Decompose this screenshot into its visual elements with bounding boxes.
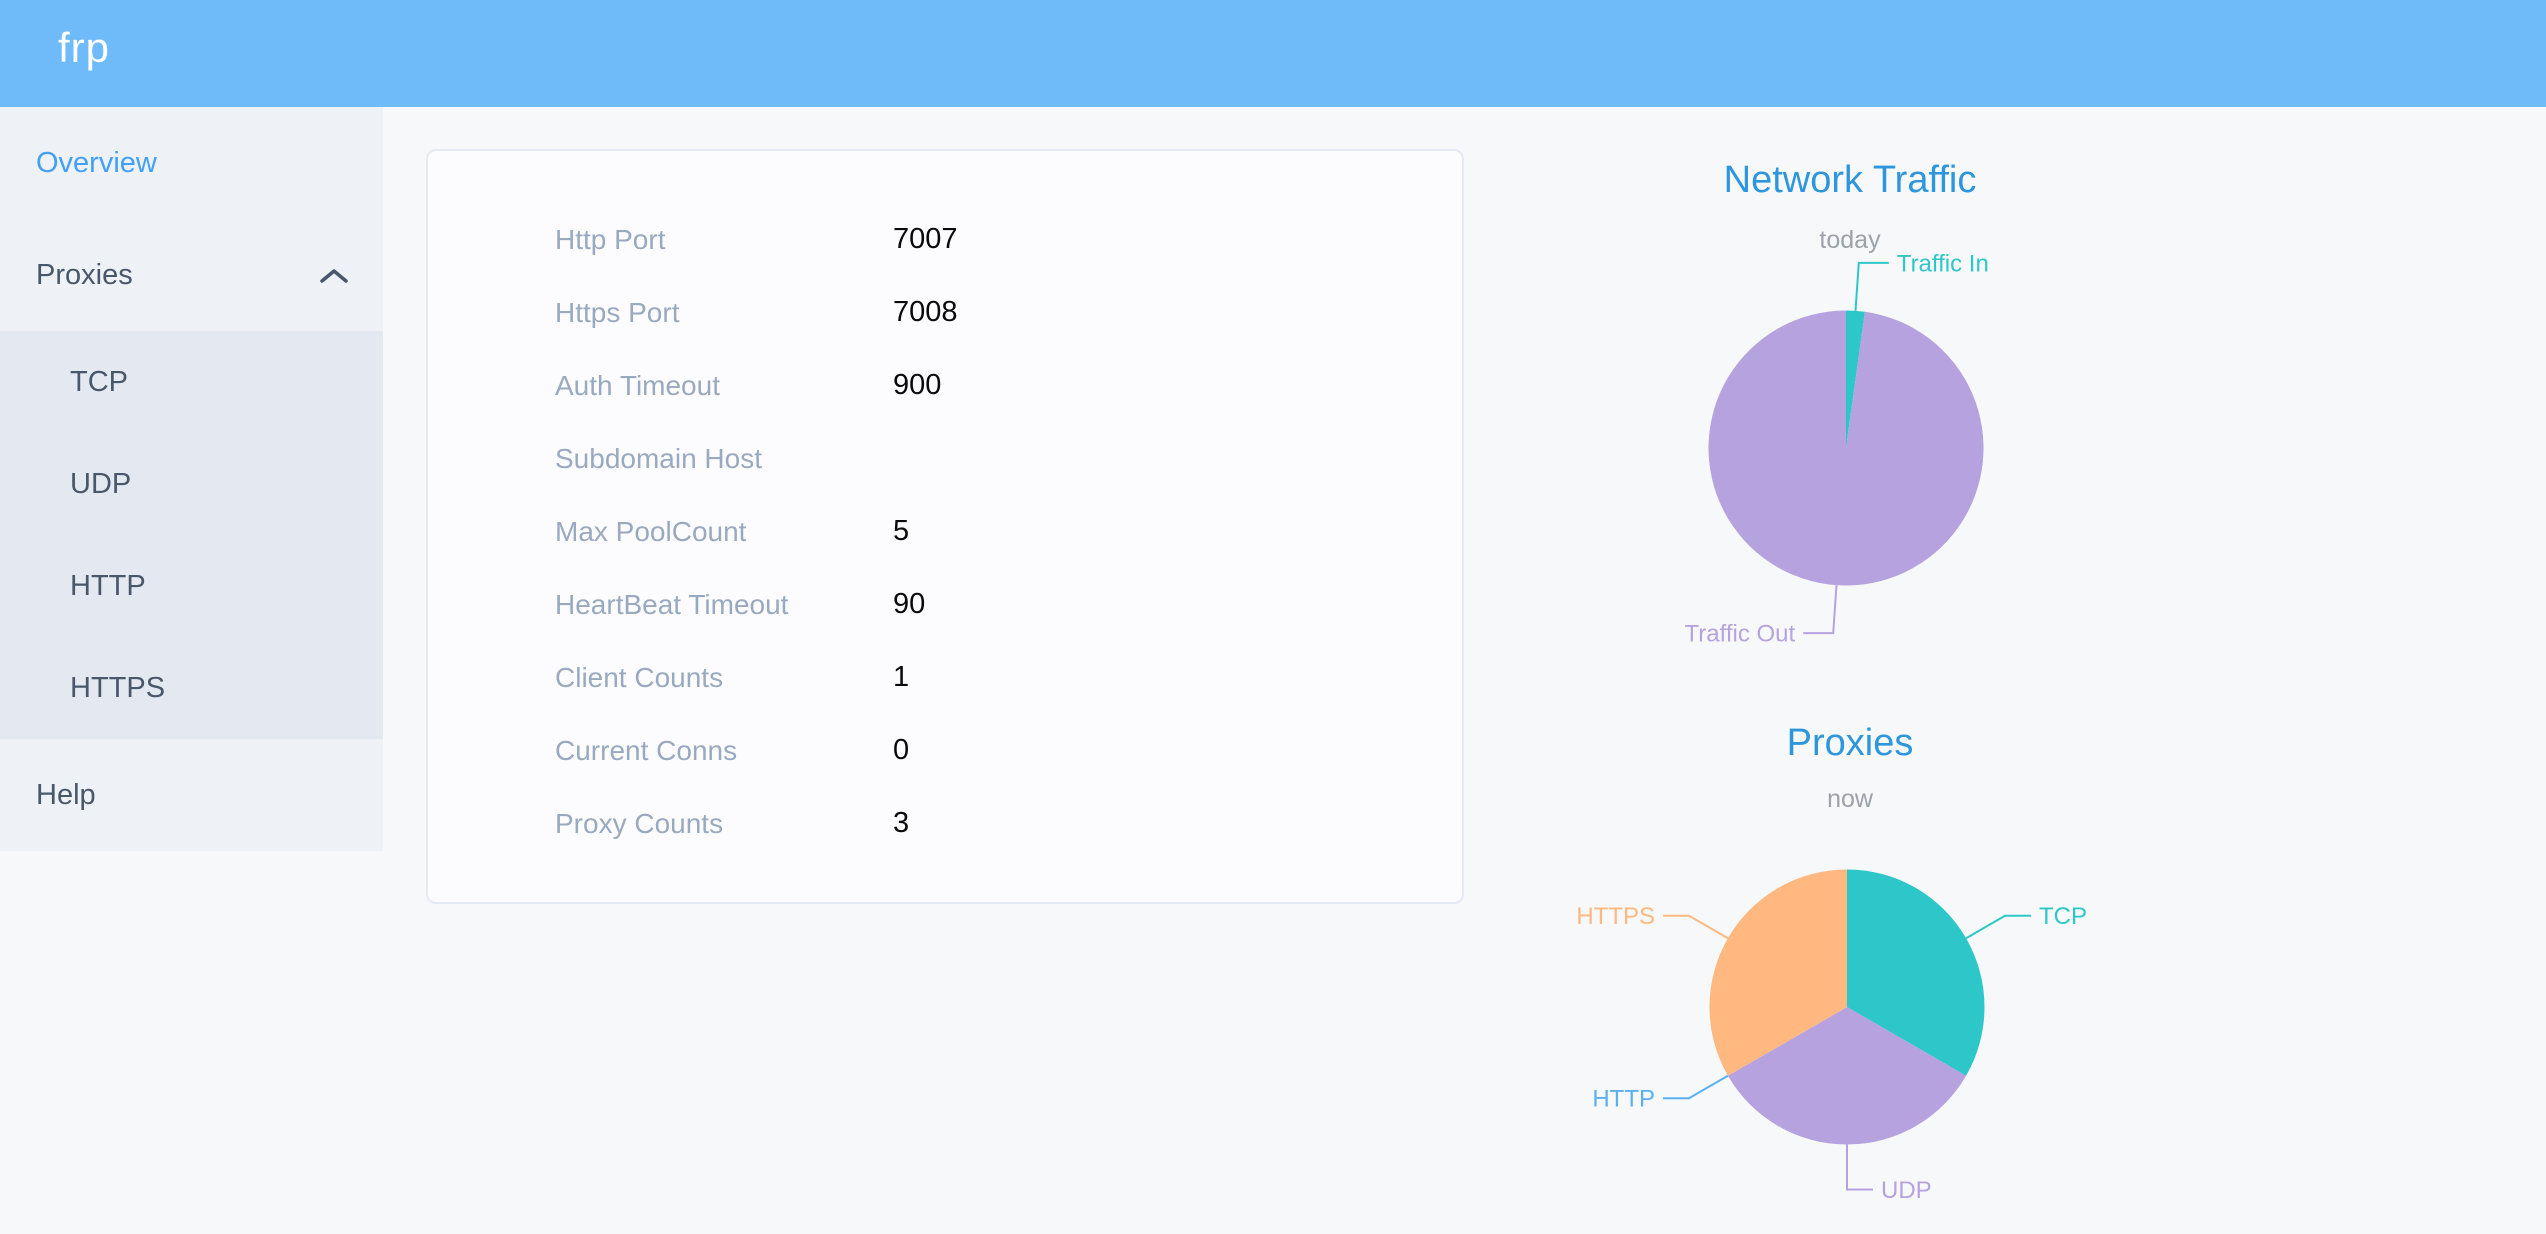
chart-subtitle: today: [1819, 226, 1881, 254]
chevron-up-icon: [320, 269, 348, 283]
pie-label-tcp: TCP: [2039, 903, 2087, 930]
info-label: Client Counts: [555, 662, 724, 693]
sidebar: Overview Proxies TCP UDP HTTP HTTPS Help: [0, 107, 383, 851]
sidebar-item-proxies-label: Proxies: [36, 259, 133, 291]
info-value: 900: [893, 369, 942, 401]
pie-label-traffic-out: Traffic Out: [1684, 621, 1795, 648]
sidebar-item-udp[interactable]: UDP: [70, 468, 132, 500]
info-label: HeartBeat Timeout: [555, 589, 789, 620]
info-row-subdomain-host: Subdomain Host: [428, 422, 1462, 495]
chart-title: Proxies: [1786, 722, 1914, 764]
proxies-pie: TCP UDP HTTP HTTPS: [1576, 869, 2087, 1204]
sidebar-item-http[interactable]: HTTP: [70, 570, 146, 602]
info-label: Proxy Counts: [555, 808, 724, 839]
app-logo: frp: [58, 24, 111, 71]
app-header: frp: [0, 0, 2546, 107]
proxies-chart: Proxies now TCP UDP HTTP HTTPS: [1550, 690, 2150, 1234]
sidebar-item-https[interactable]: HTTPS: [70, 672, 166, 704]
info-label: Auth Timeout: [555, 370, 720, 401]
proxies-submenu: TCP UDP HTTP HTTPS: [0, 331, 383, 739]
info-label: Max PoolCount: [555, 516, 747, 547]
pie-slice-https: [1709, 869, 1847, 1076]
pie-label-http: HTTP: [1592, 1086, 1655, 1113]
info-label: Subdomain Host: [555, 443, 763, 474]
info-value: 1: [893, 661, 910, 693]
info-row-auth-timeout: Auth Timeout 900: [428, 349, 1462, 422]
network-traffic-pie: Traffic In Traffic Out: [1684, 250, 1989, 648]
sidebar-item-tcp[interactable]: TCP: [70, 366, 128, 398]
server-info-card: Http Port 7007 Https Port 7008 Auth Time…: [426, 149, 1464, 904]
info-value: 5: [893, 515, 910, 547]
pie-slice-udp: [1727, 1007, 1967, 1145]
server-info-form: Http Port 7007 Https Port 7008 Auth Time…: [428, 203, 1462, 860]
pie-label-line-http: [1663, 1074, 1729, 1100]
chart-title: Network Traffic: [1723, 159, 1977, 201]
pie-label-https: HTTPS: [1576, 903, 1655, 930]
info-row-http-port: Http Port 7007: [428, 203, 1462, 276]
info-row-client-counts: Client Counts 1: [428, 641, 1462, 714]
info-value: 7008: [893, 296, 958, 328]
pie-label-line-traffic-out: [1803, 585, 1838, 635]
chart-subtitle: now: [1827, 785, 1873, 813]
info-value: 90: [893, 588, 926, 620]
info-label: Https Port: [555, 297, 680, 328]
pie-label-line-udp: [1846, 1144, 1873, 1191]
pie-label-line-traffic-in: [1854, 261, 1889, 311]
sidebar-item-overview[interactable]: Overview: [36, 147, 157, 179]
info-value: 3: [893, 807, 910, 839]
pie-label-line-tcp: [1965, 914, 2031, 940]
info-label: Current Conns: [555, 735, 738, 766]
sidebar-item-proxies[interactable]: Proxies: [0, 219, 383, 331]
info-row-max-poolcount: Max PoolCount 5: [428, 495, 1462, 568]
info-row-https-port: Https Port 7008: [428, 276, 1462, 349]
info-row-heartbeat-timeout: HeartBeat Timeout 90: [428, 568, 1462, 641]
sidebar-item-help[interactable]: Help: [36, 779, 96, 811]
info-row-proxy-counts: Proxy Counts 3: [428, 787, 1462, 860]
pie-label-udp: UDP: [1881, 1177, 1932, 1204]
info-value: 0: [893, 734, 910, 766]
info-label: Http Port: [555, 224, 666, 255]
network-traffic-chart: Network Traffic today Traffic In Traffic …: [1550, 140, 2150, 660]
pie-slice-traffic-in: [1846, 310, 1865, 448]
info-row-current-conns: Current Conns 0: [428, 714, 1462, 787]
pie-slice-tcp: [1847, 869, 1985, 1076]
pie-label-traffic-in: Traffic In: [1897, 250, 1989, 277]
pie-label-line-https: [1663, 914, 1729, 940]
pie-slice-traffic-out: [1708, 310, 1984, 586]
info-value: 7007: [893, 223, 958, 255]
